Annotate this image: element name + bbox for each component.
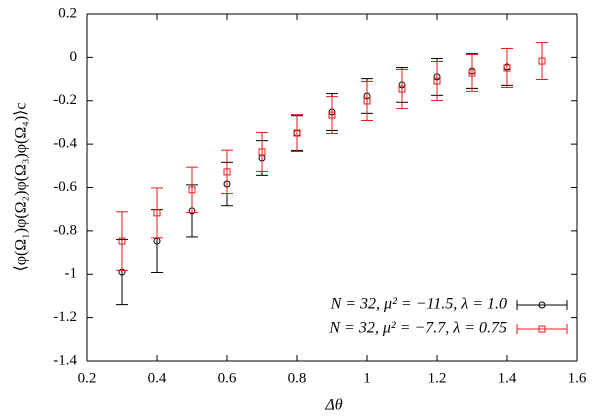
- x-axis-label: Δθ: [324, 397, 342, 414]
- marker: [398, 85, 406, 93]
- x-tick-label: 1.6: [568, 370, 587, 386]
- y-tick-label: -1.2: [53, 309, 77, 325]
- marker: [363, 97, 371, 105]
- marker: [153, 209, 161, 217]
- x-tick-label: 0.8: [288, 370, 307, 386]
- y-tick-label: -0.6: [53, 179, 77, 195]
- marker: [538, 301, 546, 309]
- legend-label: N = 32, μ² = −11.5, λ = 1.0: [330, 296, 507, 313]
- marker: [118, 237, 126, 245]
- marker: [538, 325, 546, 333]
- y-tick-label: -0.8: [53, 222, 77, 238]
- marker: [188, 186, 196, 194]
- x-tick-label: 0.6: [218, 370, 237, 386]
- x-tick-label: 1.2: [428, 370, 447, 386]
- legend-label: N = 32, μ² = −7.7, λ = 0.75: [328, 320, 507, 337]
- marker: [223, 168, 231, 176]
- y-tick-label: -1.4: [53, 352, 77, 368]
- marker: [538, 57, 546, 65]
- x-tick-label: 0.4: [148, 370, 167, 386]
- y-tick-label: -0.2: [53, 92, 77, 108]
- marker: [468, 69, 476, 77]
- marker: [433, 77, 441, 85]
- x-tick-label: 1: [363, 370, 371, 386]
- y-tick-label: -1: [65, 266, 78, 282]
- y-tick-label: -0.4: [53, 136, 77, 152]
- marker: [503, 64, 511, 72]
- marker: [258, 148, 266, 156]
- x-tick-label: 0.2: [78, 370, 97, 386]
- y-tick-label: 0: [70, 49, 78, 65]
- marker: [328, 111, 336, 119]
- y-tick-label: 0.2: [58, 5, 77, 21]
- marker: [293, 129, 301, 137]
- x-tick-label: 1.4: [498, 370, 517, 386]
- y-axis-label: ⟨φ(Ω₁)φ(Ω₂)φ(Ω₃)φ(Ω₄)⟩c: [13, 102, 30, 271]
